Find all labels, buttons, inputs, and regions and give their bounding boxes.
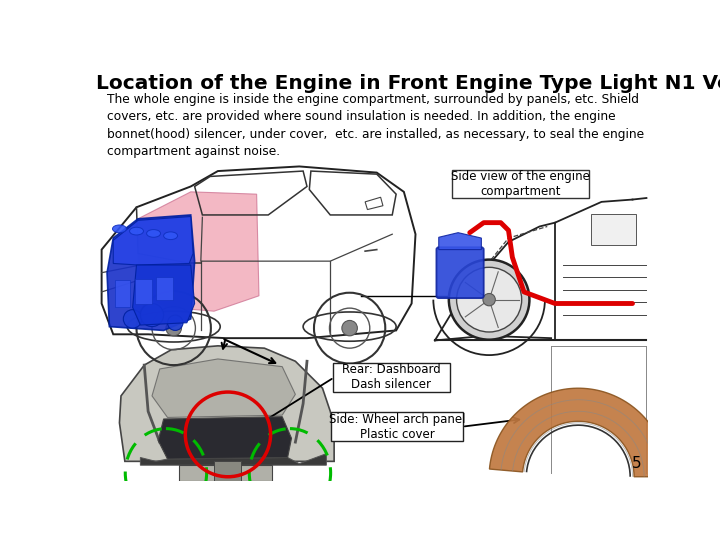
Polygon shape [214, 461, 241, 500]
FancyBboxPatch shape [452, 170, 589, 198]
Bar [135, 279, 152, 303]
Polygon shape [120, 346, 334, 461]
Polygon shape [152, 359, 295, 417]
Bar [114, 280, 130, 307]
Polygon shape [107, 215, 194, 330]
Ellipse shape [147, 230, 161, 237]
Circle shape [483, 294, 495, 306]
Wedge shape [527, 426, 629, 477]
Text: Location of the Engine in Front Engine Type Light N1 Vehicles: Location of the Engine in Front Engine T… [96, 74, 720, 93]
Polygon shape [140, 454, 326, 465]
Circle shape [456, 267, 522, 332]
Circle shape [166, 320, 181, 336]
Polygon shape [138, 192, 259, 311]
FancyBboxPatch shape [436, 247, 484, 298]
Circle shape [123, 309, 142, 328]
Text: 5: 5 [632, 456, 642, 471]
FancyBboxPatch shape [591, 214, 636, 245]
Ellipse shape [112, 225, 127, 233]
Bar [179, 465, 272, 481]
Text: Rear: Dashboard
Dash silencer: Rear: Dashboard Dash silencer [342, 363, 441, 392]
Circle shape [168, 315, 183, 330]
Polygon shape [113, 217, 193, 265]
FancyBboxPatch shape [331, 412, 463, 441]
Circle shape [449, 260, 529, 340]
FancyBboxPatch shape [333, 363, 449, 392]
Polygon shape [158, 417, 292, 459]
Ellipse shape [130, 227, 143, 235]
Circle shape [342, 320, 357, 336]
Text: The whole engine is inside the engine compartment, surrounded by panels, etc. Sh: The whole engine is inside the engine co… [107, 92, 644, 158]
Text: Side view of the engine
compartment: Side view of the engine compartment [451, 170, 590, 198]
Polygon shape [132, 265, 194, 325]
Polygon shape [490, 388, 667, 477]
Ellipse shape [163, 232, 178, 240]
Text: Side: Wheel arch panel
Plastic cover: Side: Wheel arch panel Plastic cover [328, 413, 465, 441]
Circle shape [140, 303, 163, 327]
Polygon shape [438, 233, 482, 249]
Bar [156, 276, 173, 300]
